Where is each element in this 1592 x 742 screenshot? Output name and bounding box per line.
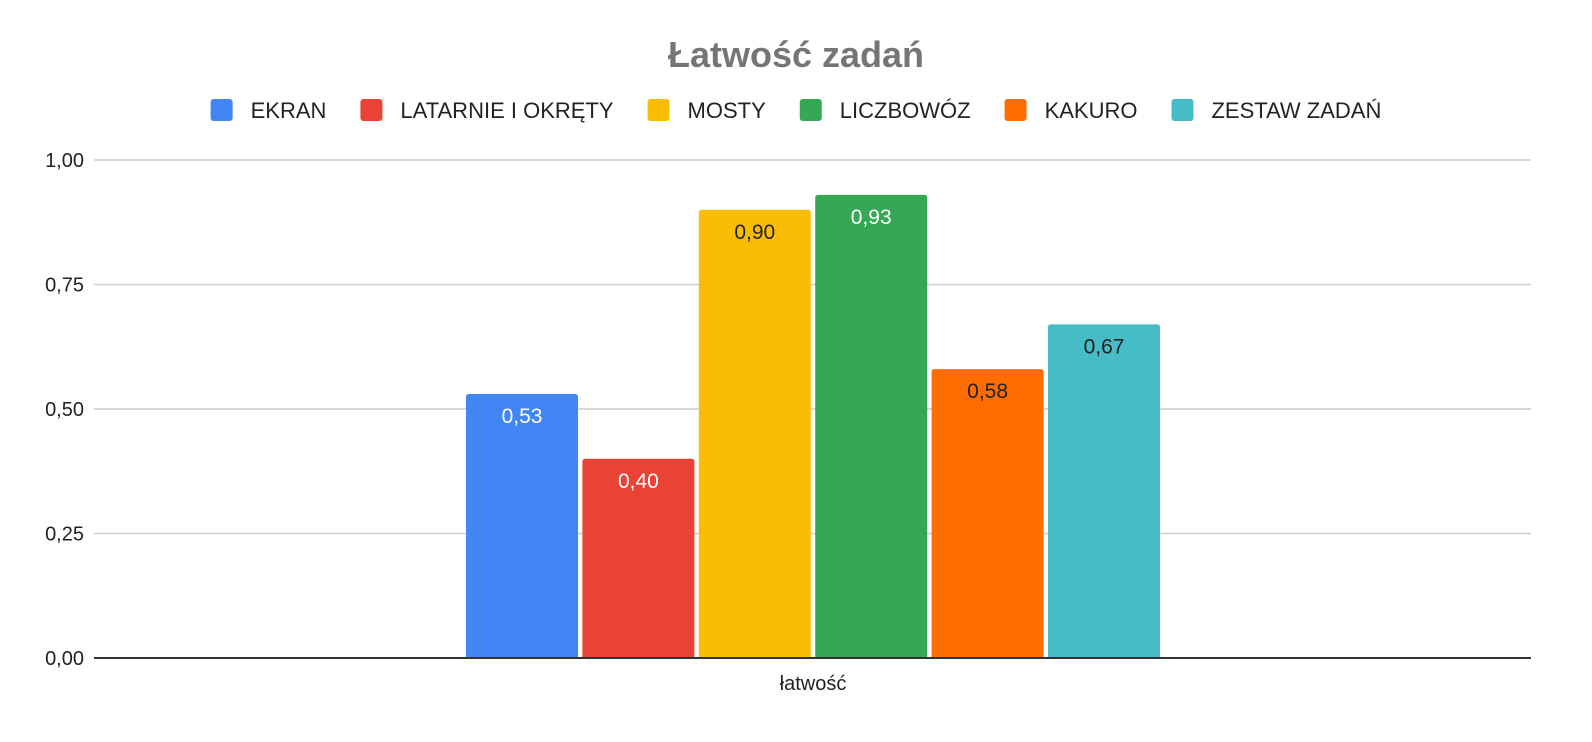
legend-swatch xyxy=(647,99,670,121)
data-label: 0,93 xyxy=(851,206,892,229)
legend-swatch xyxy=(799,99,822,121)
y-tick-label: 0,00 xyxy=(45,648,84,670)
data-labels: 0,53 0,40 0,90 0,93 0,58 0,67 xyxy=(502,206,1125,493)
y-tick-label: 0,75 xyxy=(45,275,84,297)
bar-latarnie-i-okręty[interactable] xyxy=(582,458,695,658)
bar-zestaw-zadań[interactable] xyxy=(1048,324,1160,658)
legend-label: KAKURO xyxy=(1045,98,1138,123)
legend-swatch xyxy=(1171,99,1194,121)
y-axis: 0,00 0,25 0,50 0,75 1,00 xyxy=(45,150,84,670)
legend: EKRAN LATARNIE I OKRĘTY MOSTY LICZBOWÓZ KAKU… xyxy=(210,98,1381,123)
data-label: 0,67 xyxy=(1084,335,1125,358)
gridlines xyxy=(94,159,1531,535)
x-axis: łatwość xyxy=(94,657,1531,695)
legend-swatch xyxy=(1004,99,1027,121)
y-tick-label: 0,50 xyxy=(45,399,84,421)
legend-label: ZESTAW ZADAŃ xyxy=(1211,98,1381,123)
bars xyxy=(466,194,1160,659)
legend-item[interactable]: LATARNIE I OKRĘTY xyxy=(360,98,614,123)
legend-item[interactable]: KAKURO xyxy=(1004,98,1138,123)
y-tick-label: 0,25 xyxy=(45,524,84,546)
legend-swatch xyxy=(360,99,383,121)
chart-title: Łatwość zadań xyxy=(668,34,924,75)
legend-label: MOSTY xyxy=(688,98,767,123)
bar-mosty[interactable] xyxy=(698,209,811,659)
legend-label: EKRAN xyxy=(251,98,327,123)
x-category-label: łatwość xyxy=(780,673,847,695)
bar-kakuro[interactable] xyxy=(931,369,1044,658)
legend-item[interactable]: ZESTAW ZADAŃ xyxy=(1171,98,1381,123)
legend-item[interactable]: EKRAN xyxy=(210,98,327,123)
legend-swatch xyxy=(210,99,233,121)
data-label: 0,40 xyxy=(618,470,659,493)
data-label: 0,90 xyxy=(734,221,775,244)
legend-label: LATARNIE I OKRĘTY xyxy=(400,98,613,123)
legend-item[interactable]: MOSTY xyxy=(647,98,767,123)
data-label: 0,58 xyxy=(967,380,1008,403)
bar-ekran[interactable] xyxy=(466,394,578,658)
y-tick-label: 1,00 xyxy=(45,150,84,172)
legend-label: LICZBOWÓZ xyxy=(840,98,971,123)
bar-liczbowóz[interactable] xyxy=(815,194,928,659)
data-label: 0,53 xyxy=(502,405,543,428)
legend-item[interactable]: LICZBOWÓZ xyxy=(799,98,971,123)
